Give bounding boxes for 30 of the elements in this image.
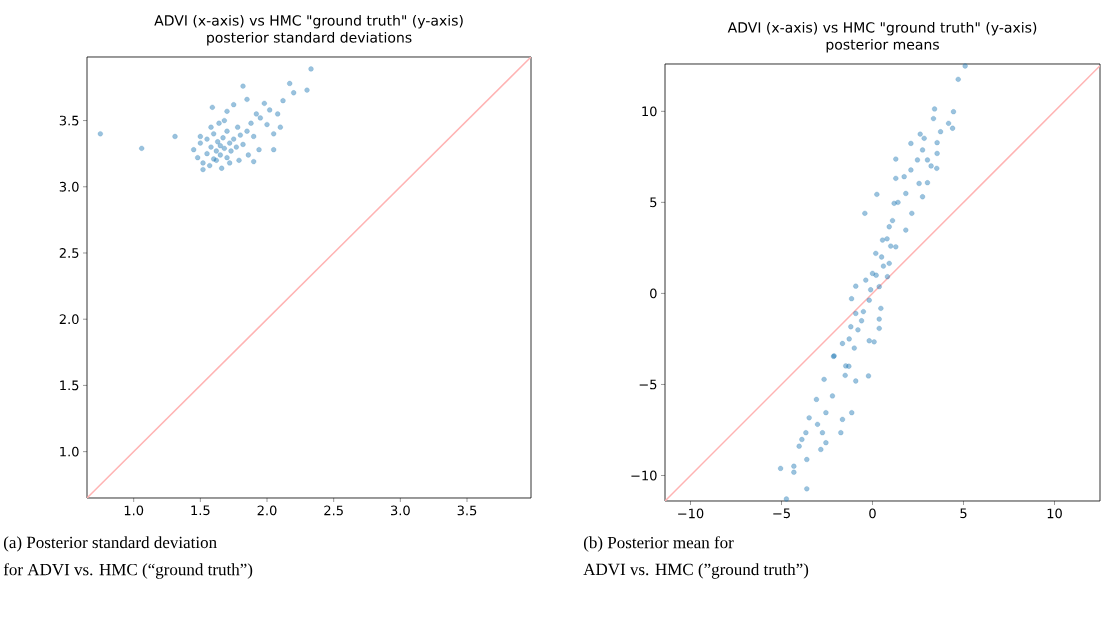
- y-tick-label: 1.0: [60, 446, 79, 457]
- chart-subtitle: posterior means: [826, 38, 939, 53]
- text: (a) Posterior standard deviation: [3, 536, 217, 552]
- y-tick-label: 0: [650, 288, 657, 299]
- y-tick-label: 1.5: [60, 380, 79, 391]
- y-tick-label: 3.0: [59, 181, 79, 192]
- x-tick-label: 2.0: [257, 505, 277, 516]
- x-tick-label: −5: [773, 508, 790, 519]
- y-tick-label: 2.5: [59, 248, 79, 258]
- y-tick-label: 2.0: [59, 314, 79, 325]
- x-tick-label: 3.0: [390, 505, 410, 516]
- y-tick-label: 10: [642, 106, 657, 117]
- chart-subtitle: posterior standard deviations: [207, 31, 412, 46]
- chart-title: ADVI (x-axis) vs HMC "ground truth" (y-axis): [727, 21, 1037, 36]
- x-tick-label: 1.5: [191, 505, 210, 516]
- x-tick-label: 5: [960, 508, 967, 519]
- text: for ADVI vs. HMC (“ground truth”): [3, 563, 253, 579]
- x-tick-label: −10: [678, 508, 704, 519]
- x-tick-label: 0: [869, 508, 876, 519]
- text: ADVI vs. HMC (”ground truth”): [583, 563, 809, 579]
- x-tick-label: 1.0: [124, 505, 144, 516]
- y-tick-label: 3.5: [59, 115, 79, 126]
- x-tick-label: 2.5: [324, 505, 343, 516]
- x-tick-label: 3.5: [457, 505, 477, 516]
- y-tick-label: −10: [631, 470, 657, 481]
- chart-title: ADVI (x-axis) vs HMC "ground truth" (y-axis): [154, 14, 463, 29]
- x-tick-label: 10: [1047, 508, 1062, 519]
- y-tick-label: 5: [650, 197, 657, 208]
- text: (b) Posterior mean for: [583, 536, 734, 552]
- y-tick-label: −5: [639, 379, 657, 390]
